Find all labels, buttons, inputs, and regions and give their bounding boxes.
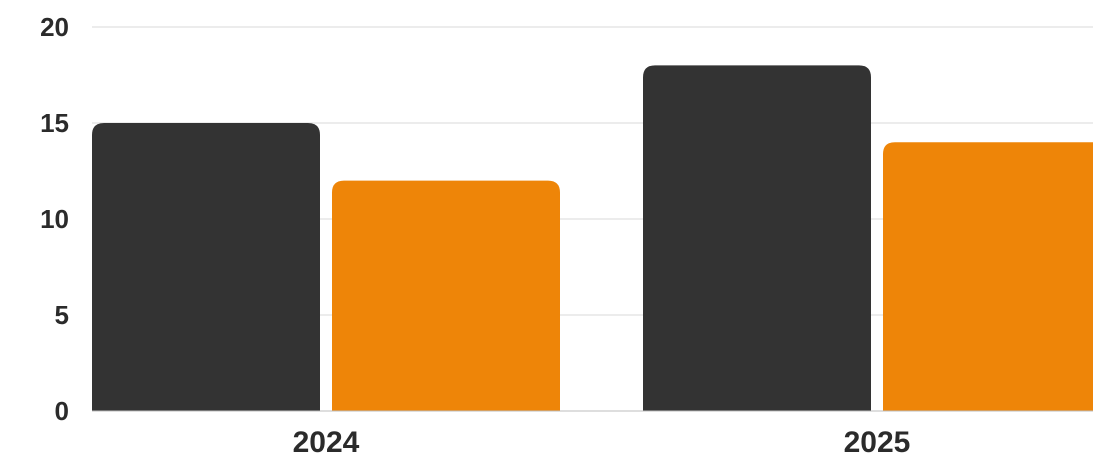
bars [92,65,1093,412]
y-axis: 0 5 10 15 20 [40,12,69,426]
bar-2025-series-1 [643,65,871,412]
x-category-label: 2024 [293,426,360,459]
y-tick-label: 0 [55,396,69,426]
bar-2024-series-1 [92,123,320,411]
bar-2024-series-2 [332,180,560,411]
y-tick-label: 15 [40,108,69,138]
y-tick-label: 20 [40,12,69,42]
x-axis: 2024 2025 [293,426,911,459]
y-tick-label: 5 [55,300,69,330]
y-tick-label: 10 [40,204,69,234]
x-category-label: 2025 [844,426,911,459]
bar-2025-series-2 [883,142,1093,411]
